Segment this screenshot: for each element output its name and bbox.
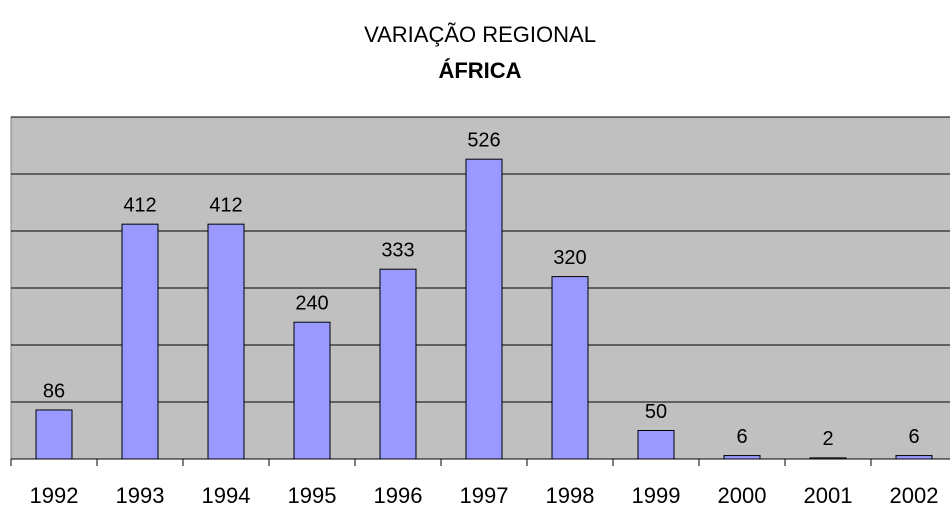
x-tick-label: 2001 <box>804 483 853 508</box>
bar <box>293 321 331 460</box>
bar <box>895 455 933 460</box>
bar <box>551 276 589 460</box>
x-tick-label: 1999 <box>632 483 681 508</box>
bar <box>637 430 675 460</box>
chart-subtitle: ÁFRICA <box>438 58 521 83</box>
data-label: 412 <box>209 194 242 216</box>
x-tick-label: 1996 <box>374 483 423 508</box>
data-label: 2 <box>822 428 833 450</box>
data-label: 526 <box>467 129 500 151</box>
chart-title: VARIAÇÃO REGIONAL <box>364 22 596 47</box>
data-label: 6 <box>736 426 747 448</box>
bar <box>809 457 847 460</box>
bar <box>465 158 503 460</box>
x-tick-label: 1992 <box>30 483 79 508</box>
x-tick-label: 2000 <box>718 483 767 508</box>
x-tick-label: 1994 <box>202 483 251 508</box>
data-label: 320 <box>553 247 586 269</box>
data-label: 412 <box>123 194 156 216</box>
x-tick-label: 1998 <box>546 483 595 508</box>
x-tick-label: 1995 <box>288 483 337 508</box>
bar <box>121 223 159 460</box>
data-label: 50 <box>645 401 667 423</box>
bar <box>35 409 73 460</box>
data-label: 6 <box>908 426 919 448</box>
bar <box>207 223 245 460</box>
data-label: 86 <box>43 380 65 402</box>
data-label: 240 <box>295 292 328 314</box>
data-label: 333 <box>381 239 414 261</box>
bar <box>723 455 761 460</box>
x-tick-label: 1993 <box>116 483 165 508</box>
bar <box>379 268 417 460</box>
x-tick-label: 2002 <box>890 483 939 508</box>
x-tick-label: 1997 <box>460 483 509 508</box>
